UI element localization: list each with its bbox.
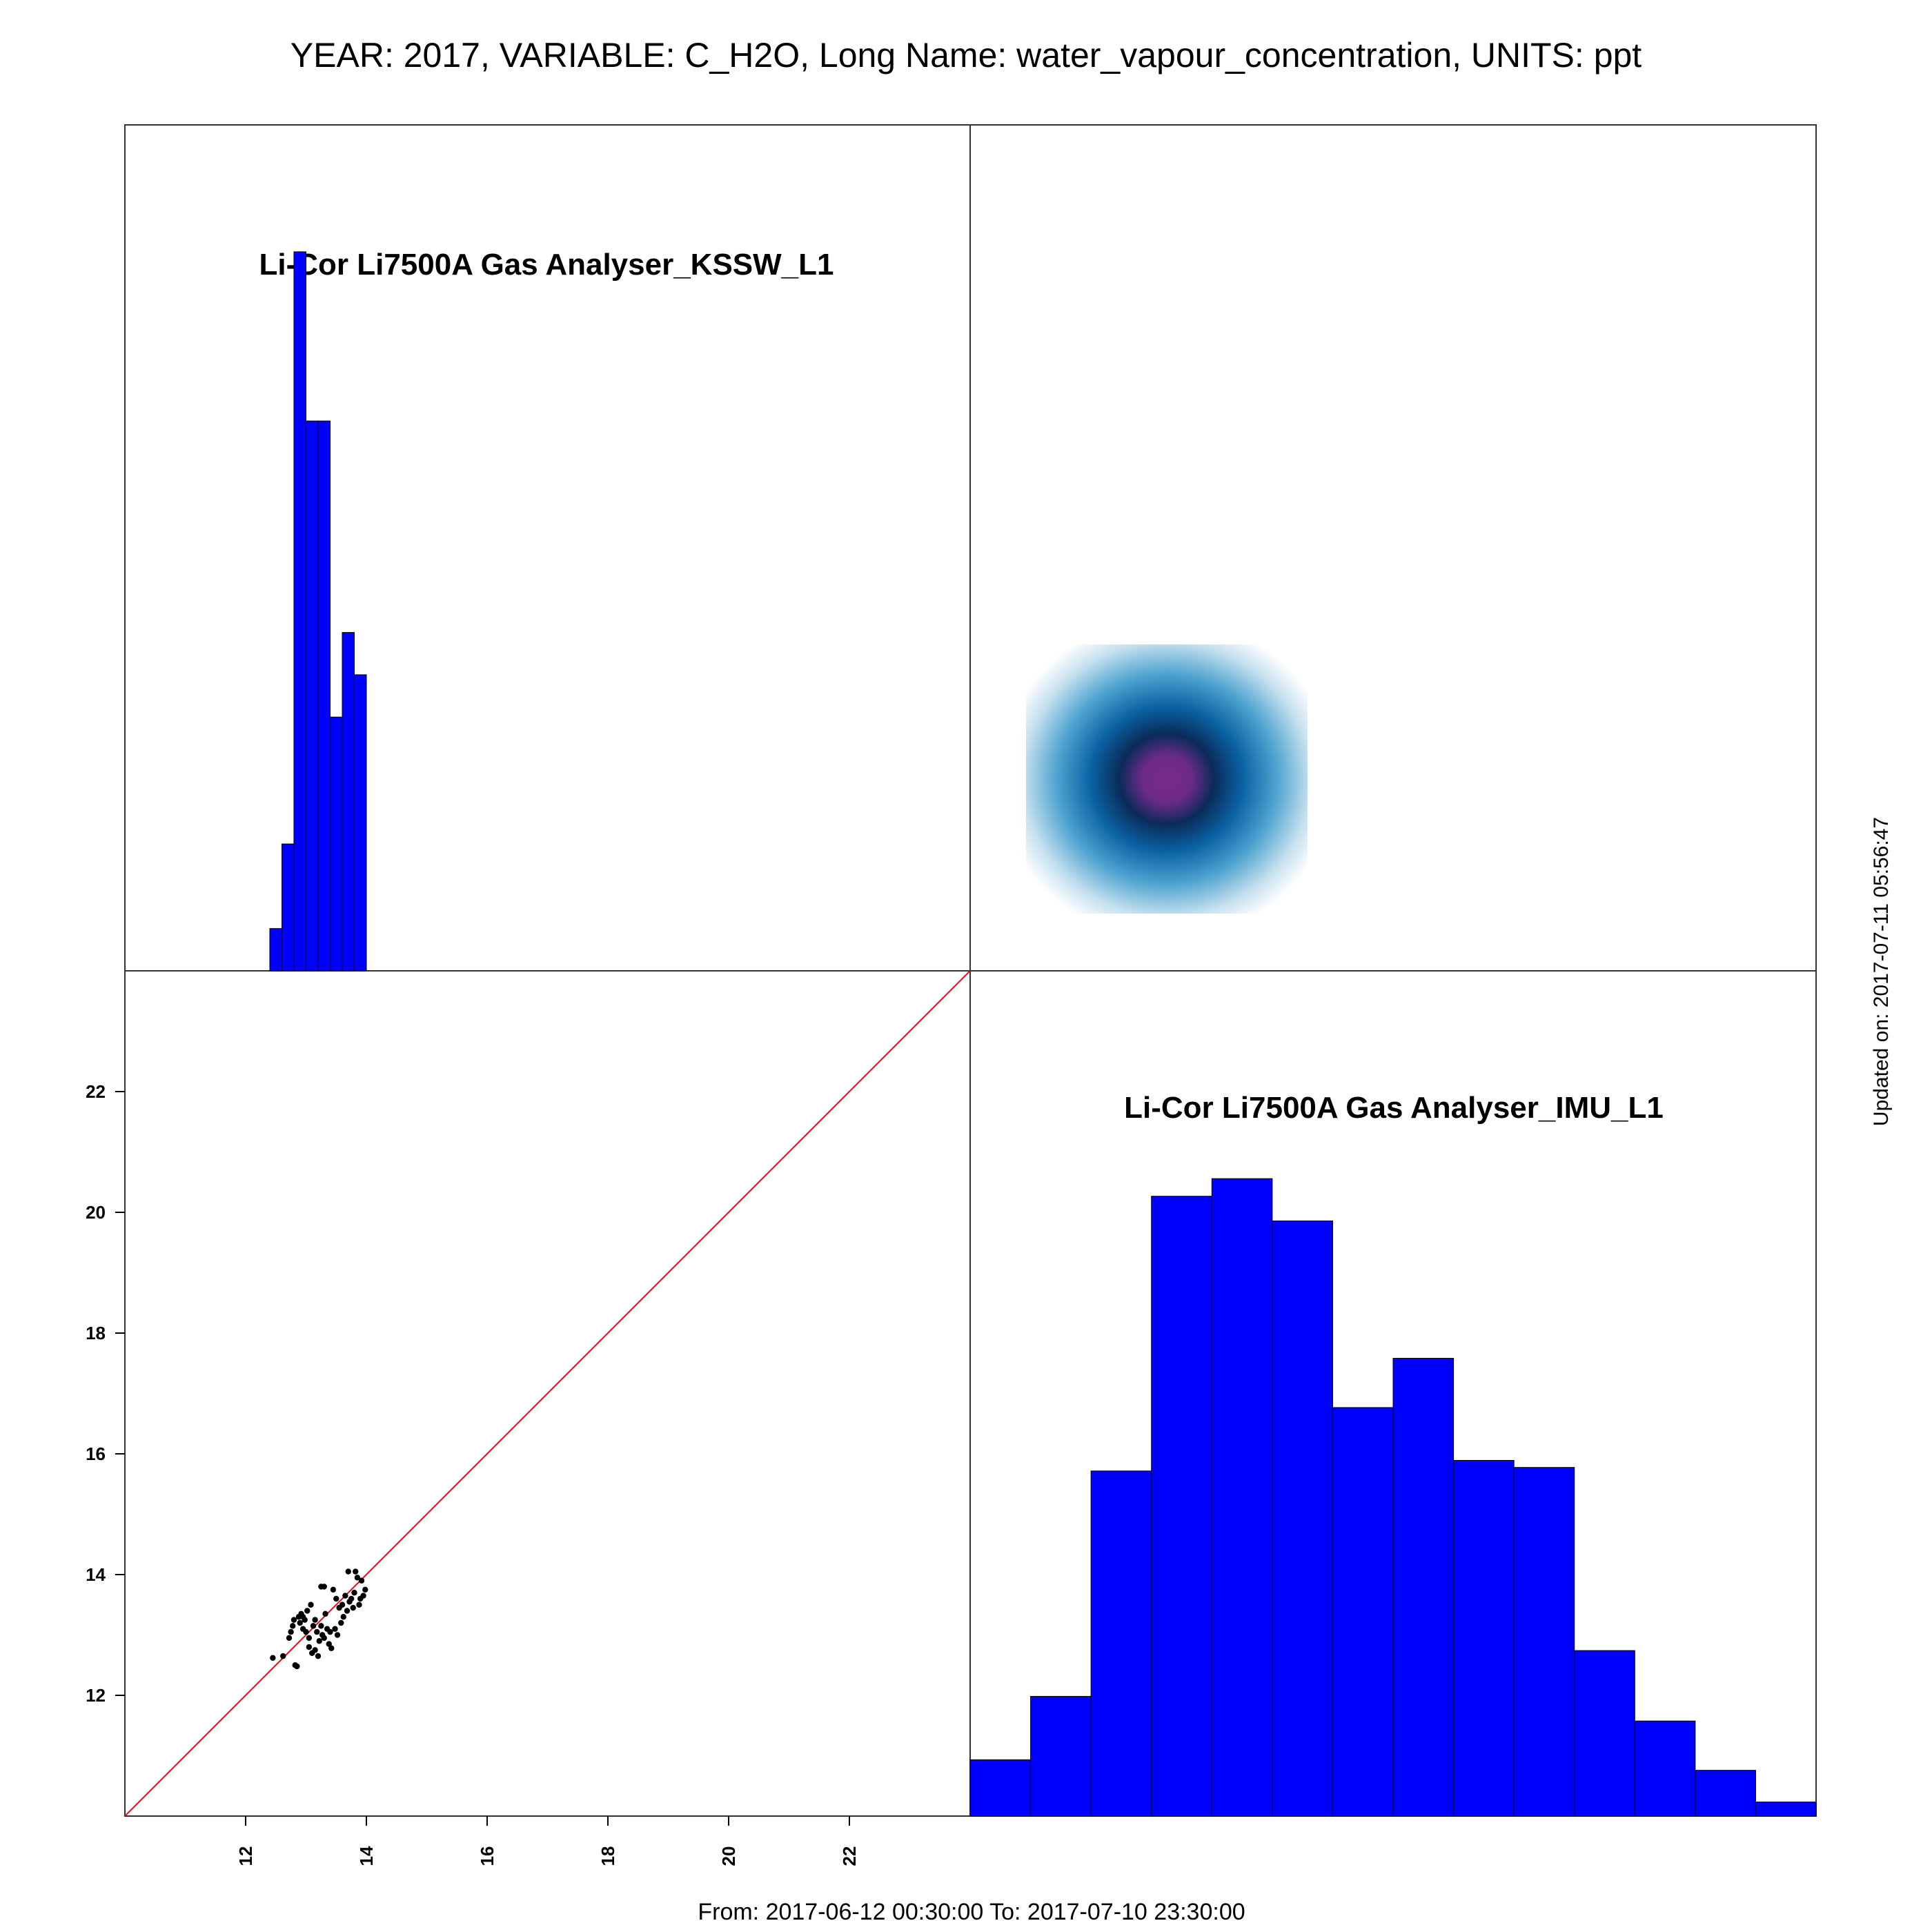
y-tick-label-3: 18: [86, 1323, 106, 1343]
panel-title-kssw: Li-Cor Li7500A Gas Analyser_KSSW_L1: [259, 248, 834, 282]
imu-bar-12: [1695, 1770, 1756, 1817]
scatter-point-41: [345, 1568, 351, 1575]
kssw-bar-4: [317, 420, 331, 972]
scatter-point-38: [340, 1614, 346, 1620]
imu-bar-6: [1332, 1407, 1394, 1817]
scatter-point-56: [312, 1617, 318, 1623]
scatter-point-22: [316, 1638, 322, 1644]
scatter-point-48: [356, 1601, 362, 1608]
scatter-point-40: [344, 1608, 351, 1614]
scatter-point-52: [362, 1586, 368, 1593]
scatter-point-43: [348, 1595, 355, 1602]
scatter-point-29: [327, 1628, 333, 1635]
scatter-point-4: [290, 1623, 296, 1629]
kssw-bar-3: [306, 420, 319, 972]
x-tick-label-4: 20: [718, 1846, 739, 1866]
kssw-bar-0: [269, 928, 282, 972]
scatter-point-32: [332, 1626, 338, 1632]
scatter-point-31: [330, 1586, 337, 1593]
scatter-point-45: [351, 1590, 357, 1596]
scatter-point-20: [314, 1628, 320, 1635]
scatter-point-16: [308, 1601, 314, 1608]
scatter-point-51: [360, 1593, 366, 1599]
scatter-point-37: [339, 1601, 346, 1608]
scatter-point-25: [321, 1635, 327, 1642]
scatter-point-2: [286, 1635, 293, 1642]
scatter-point-54: [321, 1584, 327, 1590]
scatter-point-30: [328, 1645, 335, 1651]
scatter-point-18: [310, 1623, 317, 1629]
scatter-axes: 12 14 16 18 20 22 12 14 16 18 20 22: [86, 1081, 860, 1866]
kssw-bar-6: [342, 632, 355, 972]
kssw-bar-2: [293, 251, 306, 972]
scatter-point-50: [358, 1577, 365, 1584]
imu-bar-9: [1513, 1467, 1575, 1817]
scatter-point-47: [354, 1575, 361, 1581]
scatter-point-44: [350, 1604, 356, 1611]
scatter-point-15: [306, 1635, 313, 1642]
scatter-point-1: [280, 1653, 286, 1659]
chart-title: YEAR: 2017, VARIABLE: C_H2O, Long Name: …: [290, 36, 1642, 75]
scatter-point-14: [304, 1608, 310, 1614]
scatter-point-33: [333, 1595, 339, 1602]
imu-bar-11: [1634, 1720, 1696, 1817]
histogram-imu: [969, 1178, 1817, 1817]
scatter-point-5: [290, 1617, 297, 1623]
scatter-points: [270, 1568, 368, 1670]
panel-title-imu: Li-Cor Li7500A Gas Analyser_IMU_L1: [1124, 1091, 1664, 1125]
kssw-bar-1: [282, 843, 295, 972]
x-tick-label-1: 14: [356, 1846, 377, 1866]
y-tick-label-4: 20: [86, 1202, 106, 1223]
scatter-point-13: [303, 1628, 309, 1635]
scatter-point-55: [306, 1644, 313, 1650]
imu-bar-4: [1211, 1178, 1273, 1817]
y-tick-label-5: 22: [86, 1081, 106, 1102]
x-tick-label-0: 12: [235, 1846, 256, 1866]
imu-bar-13: [1755, 1802, 1817, 1817]
scatter-point-57: [318, 1623, 324, 1629]
kssw-bar-7: [354, 674, 367, 972]
period-label: From: 2017-06-12 00:30:00 To: 2017-07-10…: [698, 1899, 1245, 1925]
scatter-point-21: [315, 1653, 322, 1659]
imu-bar-0: [969, 1759, 1032, 1817]
x-tick-label-3: 18: [598, 1846, 618, 1866]
scatter-point-39: [342, 1593, 348, 1599]
updated-label: Updated on: 2017-07-11 05:56:47: [1870, 817, 1893, 1126]
scatter-point-19: [312, 1647, 318, 1653]
scatter-point-34: [334, 1632, 341, 1638]
scatter-point-9: [297, 1619, 303, 1626]
y-tick-label-2: 16: [86, 1443, 106, 1464]
density-blob: [1026, 644, 1308, 914]
scatter-point-3: [288, 1628, 294, 1635]
imu-bar-1: [1030, 1695, 1092, 1817]
y-tick-label-1: 14: [86, 1564, 106, 1585]
x-tick-label-5: 22: [839, 1846, 860, 1866]
imu-bar-2: [1090, 1470, 1152, 1817]
reference-line: [125, 971, 970, 1816]
kssw-bar-5: [330, 716, 343, 972]
scatter-point-7: [294, 1663, 300, 1670]
scatter-point-28: [326, 1641, 332, 1647]
imu-bar-5: [1272, 1220, 1333, 1817]
scatter-point-36: [338, 1619, 344, 1626]
scatter-point-0: [270, 1655, 276, 1661]
imu-bar-7: [1392, 1357, 1455, 1817]
y-tick-label-0: 12: [86, 1685, 106, 1706]
histogram-kssw: [269, 251, 367, 972]
x-tick-label-2: 16: [477, 1846, 497, 1866]
imu-bar-10: [1574, 1650, 1635, 1817]
scatter-point-26: [322, 1610, 328, 1617]
imu-bar-8: [1453, 1459, 1515, 1817]
scatter-point-53: [299, 1614, 306, 1620]
scatter-point-46: [353, 1568, 359, 1575]
imu-bar-3: [1151, 1196, 1212, 1817]
